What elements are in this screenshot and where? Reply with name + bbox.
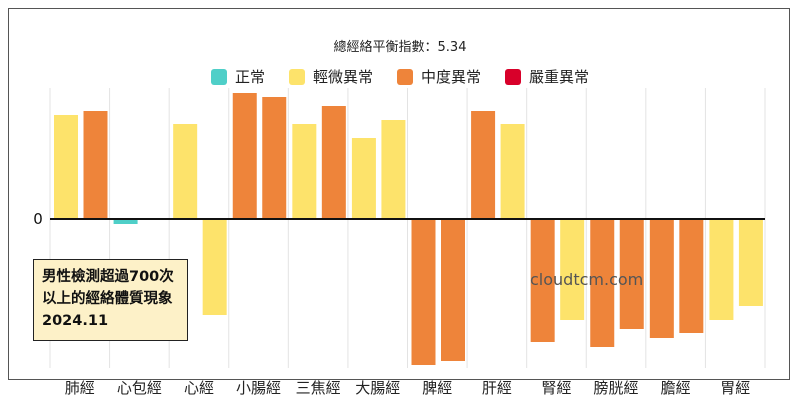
bar — [202, 219, 227, 315]
bar — [232, 93, 257, 219]
legend-item-normal: 正常 — [210, 66, 265, 87]
x-tick-label: 膽經 — [661, 379, 691, 397]
legend-swatch-yellow — [288, 68, 305, 85]
legend-item-severe: 嚴重異常 — [505, 66, 589, 87]
bar — [262, 97, 287, 219]
x-tick-label: 心包經 — [117, 379, 162, 397]
x-tick-label: 心經 — [184, 379, 214, 397]
x-tick-label: 三焦經 — [296, 379, 341, 397]
bar — [441, 219, 465, 361]
x-tick-label: 脾經 — [422, 379, 452, 397]
legend-label: 輕微異常 — [312, 68, 373, 86]
bar — [83, 111, 108, 219]
legend-label: 中度異常 — [421, 68, 482, 86]
bar — [679, 219, 704, 333]
bar — [411, 219, 436, 365]
x-tick-label: 肝經 — [482, 379, 512, 397]
bar — [709, 219, 734, 320]
legend: 正常 輕微異常 中度異常 嚴重異常 — [0, 66, 800, 87]
y-tick-label: 0 — [33, 210, 43, 228]
bar — [649, 219, 674, 338]
bar — [560, 219, 585, 320]
x-tick-label: 胃經 — [720, 379, 750, 397]
legend-label: 正常 — [234, 68, 265, 86]
annotation-box: 男性檢測超過700次以上的經絡體質現象 2024.11 — [33, 259, 188, 341]
x-tick-label: 腎經 — [541, 379, 571, 397]
bar — [738, 219, 763, 306]
legend-swatch-red — [505, 68, 522, 85]
bar — [351, 138, 376, 219]
legend-label: 嚴重異常 — [529, 68, 590, 86]
bar — [321, 106, 346, 219]
bar — [590, 219, 615, 347]
legend-item-moderate: 中度異常 — [397, 66, 481, 87]
watermark: cloudtcm.com — [530, 270, 644, 289]
x-tick-label: 膀胱經 — [594, 379, 639, 397]
bar — [173, 124, 198, 219]
chart-title: 總經絡平衡指數：5.34 — [333, 40, 467, 55]
bar — [113, 219, 138, 224]
bar — [471, 111, 496, 219]
bar — [381, 120, 406, 219]
bar — [619, 219, 644, 329]
bar — [500, 124, 525, 219]
x-tick-label: 大腸經 — [355, 379, 400, 397]
x-tick-label: 小腸經 — [236, 379, 281, 397]
bar — [54, 115, 78, 219]
legend-swatch-orange — [397, 68, 413, 85]
bar — [530, 219, 555, 342]
legend-swatch-teal — [210, 68, 227, 85]
bar — [292, 124, 317, 219]
x-tick-label: 肺經 — [65, 379, 95, 397]
legend-item-mild: 輕微異常 — [288, 66, 373, 87]
